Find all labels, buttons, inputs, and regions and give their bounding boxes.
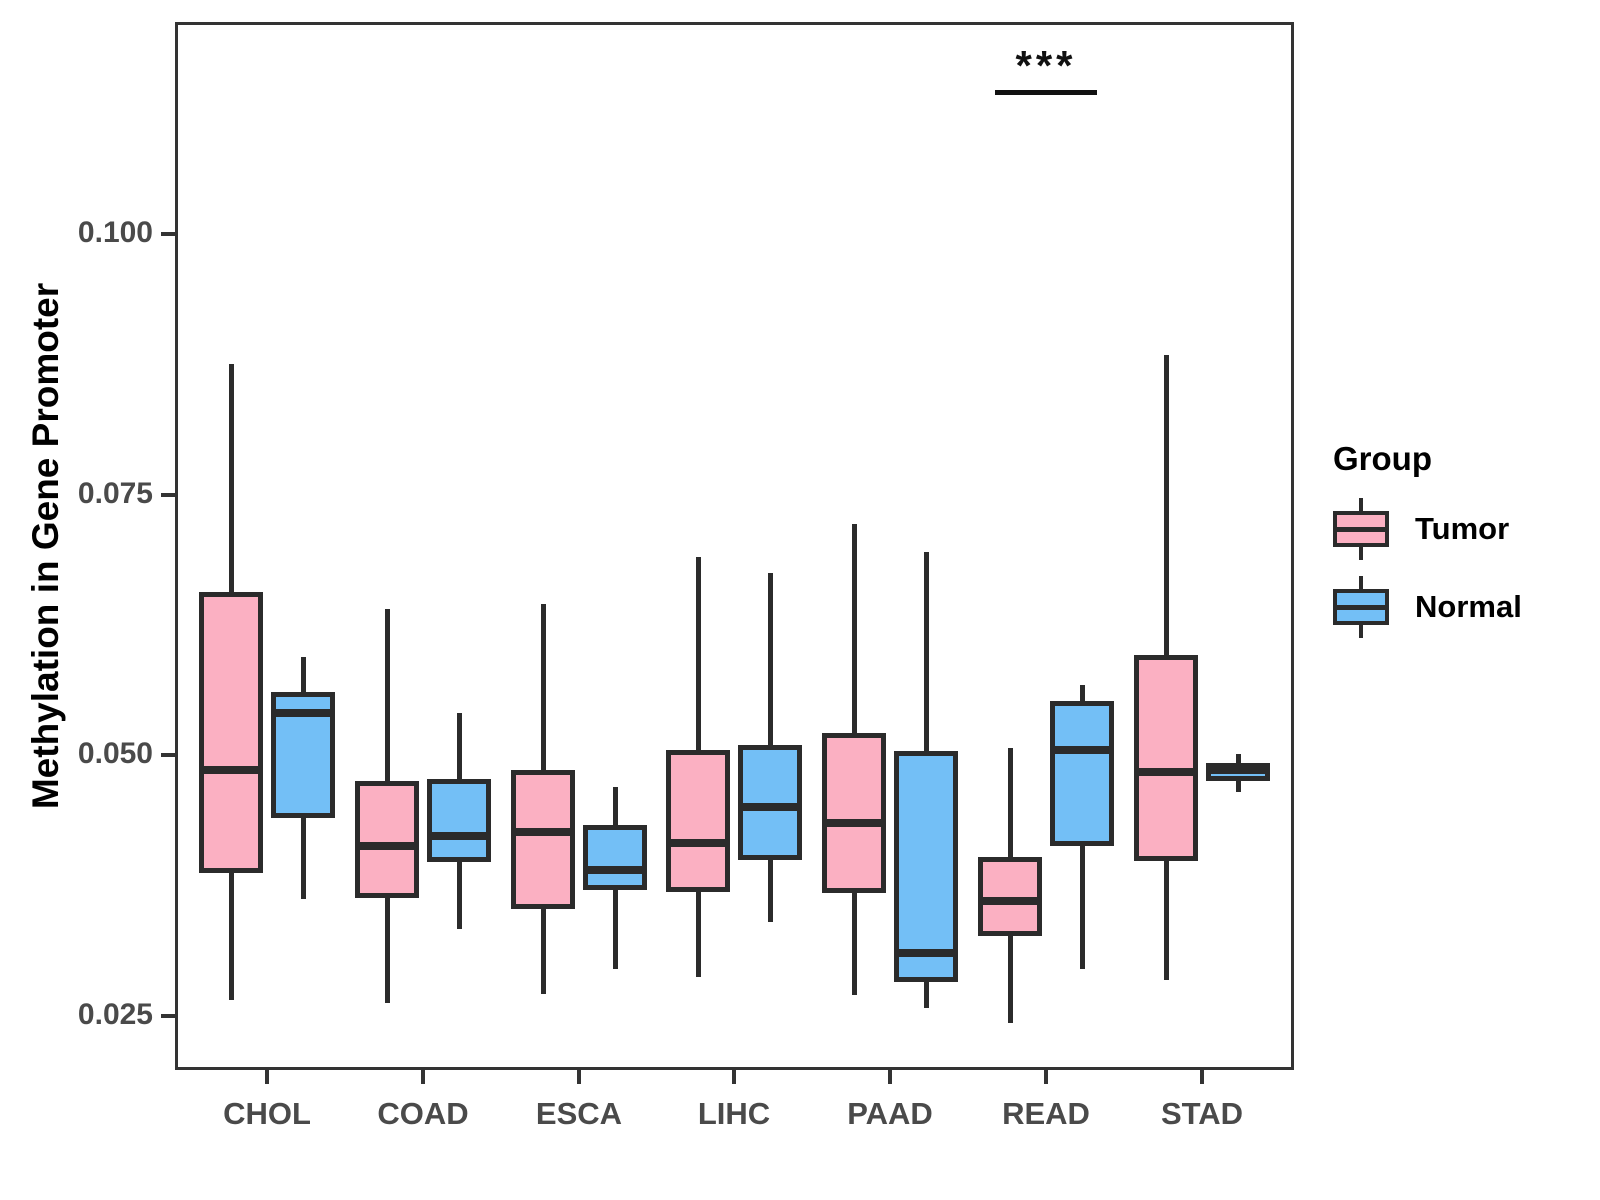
significance-stars: *** bbox=[1015, 42, 1077, 89]
whisker-lower-coad-normal bbox=[457, 862, 462, 929]
box-read-tumor bbox=[978, 857, 1042, 936]
median-lihc-normal bbox=[738, 803, 802, 811]
box-paad-normal bbox=[894, 751, 958, 982]
whisker-upper-esca-tumor bbox=[541, 604, 546, 770]
y-tick-mark bbox=[161, 1014, 175, 1018]
x-tick-mark bbox=[732, 1070, 736, 1084]
x-tick-mark bbox=[421, 1070, 425, 1084]
whisker-upper-stad-normal bbox=[1236, 754, 1241, 763]
whisker-lower-lihc-normal bbox=[768, 860, 773, 922]
median-read-normal bbox=[1050, 746, 1114, 754]
x-tick-label-esca: ESCA bbox=[535, 1096, 623, 1131]
box-paad-tumor bbox=[822, 733, 886, 893]
y-tick-label: 0.025 bbox=[77, 998, 153, 1031]
box-stad-tumor bbox=[1134, 655, 1198, 861]
x-tick-label-lihc: LIHC bbox=[697, 1096, 771, 1131]
median-chol-normal bbox=[271, 709, 335, 717]
box-read-normal bbox=[1050, 701, 1114, 846]
box-lihc-tumor bbox=[666, 750, 730, 892]
x-tick-label-paad: PAAD bbox=[847, 1096, 933, 1131]
box-coad-normal bbox=[427, 779, 491, 862]
whisker-upper-coad-tumor bbox=[385, 609, 390, 781]
whisker-upper-paad-normal bbox=[924, 552, 929, 751]
x-tick-mark bbox=[1044, 1070, 1048, 1084]
legend-title: Group bbox=[1333, 440, 1432, 477]
box-chol-tumor bbox=[199, 592, 263, 873]
median-paad-normal bbox=[894, 949, 958, 957]
median-stad-normal bbox=[1206, 766, 1270, 774]
median-stad-tumor bbox=[1134, 768, 1198, 776]
whisker-lower-esca-normal bbox=[613, 890, 618, 969]
whisker-lower-stad-tumor bbox=[1164, 861, 1169, 980]
whisker-lower-stad-normal bbox=[1236, 781, 1241, 792]
median-coad-normal bbox=[427, 832, 491, 840]
median-paad-tumor bbox=[822, 819, 886, 827]
key-median-line bbox=[1333, 527, 1389, 532]
whisker-lower-paad-normal bbox=[924, 982, 929, 1008]
y-tick-label: 0.050 bbox=[77, 737, 153, 770]
x-tick-label-coad: COAD bbox=[377, 1096, 469, 1131]
whisker-lower-lihc-tumor bbox=[696, 892, 701, 977]
x-tick-label-stad: STAD bbox=[1160, 1096, 1244, 1131]
box-lihc-normal bbox=[738, 745, 802, 860]
whisker-upper-lihc-tumor bbox=[696, 557, 701, 750]
plot-panel bbox=[175, 22, 1294, 1070]
whisker-lower-esca-tumor bbox=[541, 909, 546, 994]
legend-label-normal: Normal bbox=[1415, 589, 1522, 624]
whisker-lower-chol-tumor bbox=[229, 873, 234, 1000]
key-median-line bbox=[1333, 605, 1389, 610]
tumor-boxplot-key-icon bbox=[1333, 498, 1389, 560]
whisker-upper-read-normal bbox=[1080, 685, 1085, 701]
whisker-upper-chol-normal bbox=[301, 657, 306, 692]
significance-bracket-line bbox=[995, 90, 1097, 95]
whisker-upper-lihc-normal bbox=[768, 573, 773, 745]
y-tick-mark bbox=[161, 232, 175, 236]
y-tick-label: 0.100 bbox=[77, 216, 153, 249]
legend: Group Tumor Normal bbox=[1333, 440, 1522, 654]
box-esca-tumor bbox=[511, 770, 575, 909]
y-axis-title: Methylation in Gene Promoter bbox=[25, 282, 66, 810]
median-esca-normal bbox=[583, 866, 647, 874]
legend-label-tumor: Tumor bbox=[1415, 511, 1510, 546]
whisker-upper-stad-tumor bbox=[1164, 355, 1169, 655]
median-coad-tumor bbox=[355, 842, 419, 850]
whisker-upper-paad-tumor bbox=[852, 524, 857, 733]
median-chol-tumor bbox=[199, 766, 263, 774]
x-tick-mark bbox=[1200, 1070, 1204, 1084]
whisker-upper-read-tumor bbox=[1008, 748, 1013, 857]
y-tick-label: 0.075 bbox=[77, 477, 153, 510]
whisker-upper-coad-normal bbox=[457, 713, 462, 779]
x-tick-label-read: READ bbox=[1002, 1096, 1090, 1131]
whisker-lower-read-tumor bbox=[1008, 936, 1013, 1023]
whisker-lower-paad-tumor bbox=[852, 893, 857, 995]
y-tick-mark bbox=[161, 493, 175, 497]
box-coad-tumor bbox=[355, 781, 419, 898]
median-esca-tumor bbox=[511, 828, 575, 836]
whisker-lower-chol-normal bbox=[301, 818, 306, 899]
median-lihc-tumor bbox=[666, 839, 730, 847]
x-tick-mark bbox=[577, 1070, 581, 1084]
box-esca-normal bbox=[583, 825, 647, 890]
normal-boxplot-key-icon bbox=[1333, 576, 1389, 638]
legend-item-normal: Normal bbox=[1333, 576, 1522, 638]
x-tick-mark bbox=[888, 1070, 892, 1084]
x-tick-label-chol: CHOL bbox=[223, 1096, 311, 1131]
y-tick-mark bbox=[161, 753, 175, 757]
whisker-upper-esca-normal bbox=[613, 787, 618, 825]
whisker-upper-chol-tumor bbox=[229, 364, 234, 592]
x-tick-mark bbox=[265, 1070, 269, 1084]
whisker-lower-coad-tumor bbox=[385, 898, 390, 1003]
whisker-lower-read-normal bbox=[1080, 846, 1085, 969]
legend-item-tumor: Tumor bbox=[1333, 498, 1522, 560]
median-read-tumor bbox=[978, 897, 1042, 905]
